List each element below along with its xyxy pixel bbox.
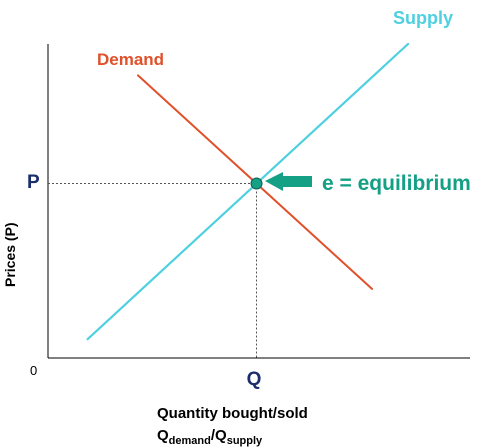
equilibrium-point <box>250 177 263 190</box>
series-label-demand: Demand <box>97 50 164 69</box>
formula-separator: /Q <box>211 427 227 444</box>
formula-sub-supply: supply <box>227 435 263 447</box>
series-label-supply: Supply <box>393 8 453 28</box>
formula-sub-demand: demand <box>169 435 211 447</box>
formula-q-demand: Q <box>157 427 169 444</box>
origin-label: 0 <box>30 363 37 378</box>
equilibrium-arrow-icon <box>265 172 312 191</box>
x-axis-label: Quantity bought/sold <box>157 405 308 422</box>
price-tick-label: P <box>27 172 40 193</box>
equilibrium-annotation: e = equilibrium <box>322 172 471 195</box>
quantity-tick-label: Q <box>247 369 262 390</box>
supply-curve <box>86 42 410 341</box>
y-axis-label: Prices (P) <box>2 222 18 287</box>
x-axis-label-formula: Qdemand/Qsupply <box>157 427 263 447</box>
